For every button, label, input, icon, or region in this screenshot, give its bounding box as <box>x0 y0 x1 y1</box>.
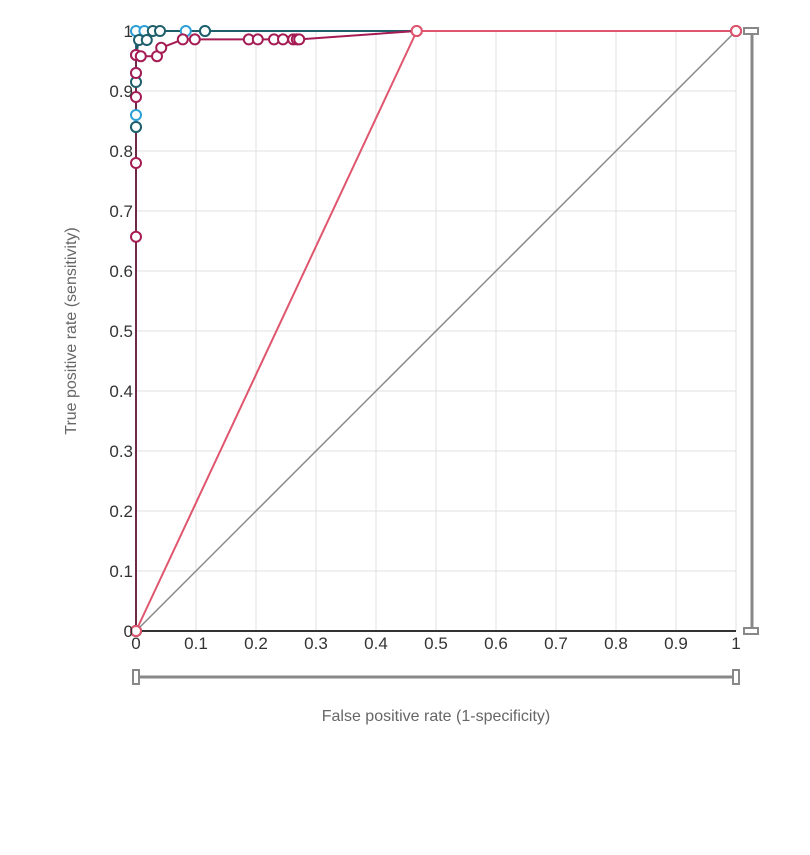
x-tick-label: 0.3 <box>304 634 328 653</box>
data-point-series-2[interactable] <box>140 34 153 46</box>
data-point-series-4[interactable] <box>410 25 423 37</box>
data-point-series-4[interactable] <box>730 25 742 37</box>
tick-labels: 0 0.1 0.2 0.3 0.4 0.5 0.6 0.7 0.8 0.9 1 0 0.1 0.2 0.3 0… <box>109 22 740 653</box>
y-tick-label: 0.2 <box>109 502 133 521</box>
y-tick-label: 0.4 <box>109 382 133 401</box>
x-tick-label: 0 <box>131 634 140 653</box>
data-point-series-3[interactable] <box>134 50 147 63</box>
x-tick-label: 0.5 <box>424 634 448 653</box>
data-point-series-3[interactable] <box>130 67 142 79</box>
y-tick-label: 0.3 <box>109 442 133 461</box>
y-tick-label: 1 <box>124 22 133 41</box>
data-point-series-3[interactable] <box>155 41 168 54</box>
data-point-series-3[interactable] <box>293 33 306 46</box>
y-scrollbar-bottom-handle[interactable] <box>743 627 759 635</box>
data-point-series-3[interactable] <box>251 33 264 46</box>
data-point-series-3[interactable] <box>176 33 189 46</box>
x-tick-label: 0.4 <box>364 634 388 653</box>
data-point-series-2[interactable] <box>154 25 166 37</box>
y-scrollbar-top-handle[interactable] <box>743 27 759 35</box>
x-scrollbar[interactable] <box>132 669 740 685</box>
data-point-series-4[interactable] <box>130 625 142 637</box>
x-axis-title: False positive rate (1-specificity) <box>322 708 551 725</box>
y-tick-label: 0 <box>124 622 133 641</box>
x-tick-label: 0.1 <box>184 634 208 653</box>
gridlines <box>136 30 737 631</box>
y-scrollbar[interactable] <box>743 27 759 635</box>
data-point-series-2[interactable] <box>130 121 142 133</box>
y-tick-label: 0.9 <box>109 82 133 101</box>
x-tick-label: 0.6 <box>484 634 508 653</box>
data-point-series-2[interactable] <box>199 25 211 37</box>
series-markers[interactable] <box>130 25 742 637</box>
x-tick-label: 1 <box>731 634 740 653</box>
y-tick-label: 0.7 <box>109 202 133 221</box>
x-scrollbar-left-handle[interactable] <box>132 669 140 685</box>
x-tick-label: 0.7 <box>544 634 568 653</box>
x-tick-label: 0.8 <box>604 634 628 653</box>
data-point-series-3[interactable] <box>130 230 142 243</box>
y-tick-label: 0.8 <box>109 142 133 161</box>
y-tick-label: 0.6 <box>109 262 133 281</box>
x-tick-label: 0.2 <box>244 634 268 653</box>
data-point-series-3[interactable] <box>130 91 142 103</box>
x-tick-label: 0.9 <box>664 634 688 653</box>
y-axis-title: True positive rate (sensitivity) <box>63 227 80 434</box>
reference-line <box>135 30 737 632</box>
reference-diagonal <box>135 30 737 632</box>
data-point-series-3[interactable] <box>188 33 201 46</box>
y-tick-label: 0.1 <box>109 562 133 581</box>
y-tick-label: 0.5 <box>109 322 133 341</box>
data-point-series-3[interactable] <box>277 33 289 46</box>
x-scrollbar-right-handle[interactable] <box>732 669 740 685</box>
data-point-series-3[interactable] <box>130 157 142 169</box>
data-point-series-1[interactable] <box>130 109 142 121</box>
